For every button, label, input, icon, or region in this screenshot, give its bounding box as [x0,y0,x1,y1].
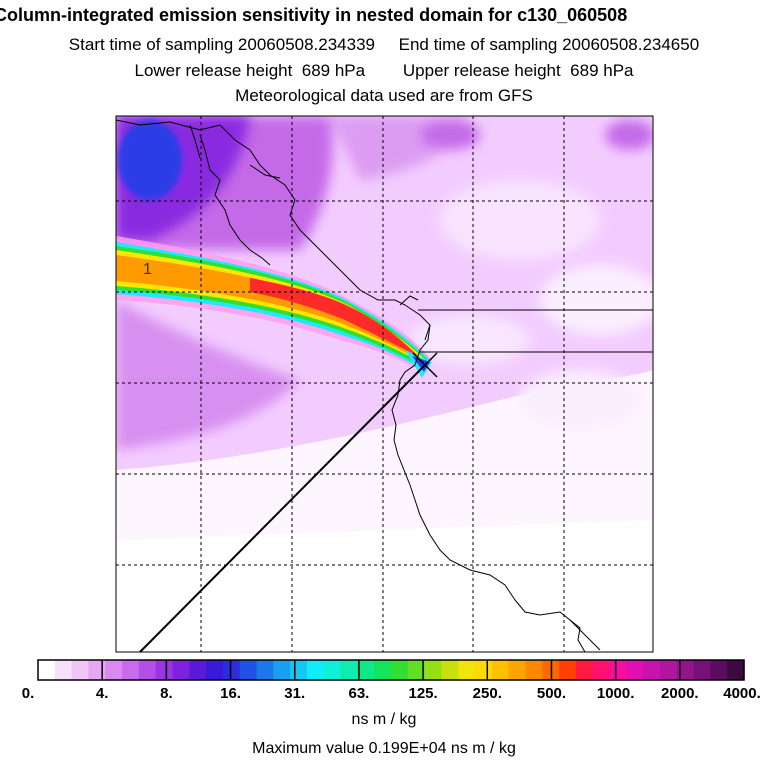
field-zero-region [116,520,653,652]
contour-label: 1 [143,261,152,278]
colorbar-swatch [659,660,678,680]
colorbar-swatch [676,660,695,680]
colorbar-swatch [340,660,358,680]
release-height-line: Lower release height 689 hPa Upper relea… [134,61,634,80]
colorbar-swatch [559,660,577,680]
colorbar-swatch [357,660,375,680]
sampling-time-line: Start time of sampling 20060508.234339 E… [68,35,700,54]
colorbar-tick-label: 4000. [723,685,761,702]
map-frame [115,115,654,653]
colorbar-swatch [38,660,56,680]
colorbar-swatch [491,660,510,680]
colorbar-swatch [54,660,73,680]
colorbar-tick-label: 125. [408,685,438,702]
colorbar-swatch [323,660,342,680]
colorbar-swatch [138,660,157,680]
colorbar-tick-label: 8. [160,685,173,702]
colorbar-swatch [374,660,392,680]
colorbar-swatch [239,660,258,680]
colorbar-swatch [710,660,728,680]
coastline [116,119,601,651]
colorbar-swatch [693,660,711,680]
colorbar-swatch [105,660,123,680]
colorbar-unit: ns m / kg [351,711,417,728]
colorbar-swatch [407,660,426,680]
map-title: Column-integrated emission sensitivity i… [0,5,628,25]
colorbar-swatch [609,660,627,680]
colorbar-swatch [88,660,106,680]
colorbar-swatch [122,660,140,680]
colorbar-swatch [290,660,308,680]
flight-track [139,364,426,652]
colorbar-swatch [206,660,224,680]
map-gridlines [116,116,653,652]
colorbar-swatch [592,660,611,680]
colorbar-tick-label: 2000. [661,685,699,702]
colorbar-tick-label: 4. [95,685,109,702]
colorbar-swatch [391,660,409,680]
colorbar-swatch [306,660,325,680]
colorbar-swatch [273,660,291,680]
colorbar-swatch [458,660,476,680]
met-data-line: Meteorological data used are from GFS [235,86,533,105]
colorbar-swatch [643,660,661,680]
colorbar [38,660,745,680]
release-point-marker [412,352,438,378]
colorbar-swatch [441,660,459,680]
max-value-text: Maximum value 0.199E+04 ns m / kg [252,740,516,757]
colorbar-tick-label: 63. [348,685,370,702]
colorbar-tick-label: 250. [472,685,502,702]
plume [116,236,432,378]
colorbar-swatch [71,660,90,680]
colorbar-swatch [525,660,543,680]
colorbar-swatch [189,660,207,680]
colorbar-swatch [256,660,274,680]
colorbar-swatch [508,660,527,680]
colorbar-swatch [222,660,241,680]
colorbar-swatch [727,660,745,680]
colorbar-tick-label: 31. [284,685,306,702]
colorbar-swatch [475,660,493,680]
colorbar-swatch [172,660,190,680]
colorbar-swatch [575,660,594,680]
colorbar-tick-label: 16. [220,685,241,702]
sensitivity-field: 1 [116,116,653,652]
colorbar-tick-label: 1000. [596,685,635,702]
colorbar-frame [37,659,745,681]
colorbar-tick-label: 0. [21,685,35,702]
colorbar-swatch [626,660,644,680]
colorbar-swatch [424,660,443,680]
colorbar-tick-label: 500. [536,685,567,702]
colorbar-swatch [155,660,174,680]
